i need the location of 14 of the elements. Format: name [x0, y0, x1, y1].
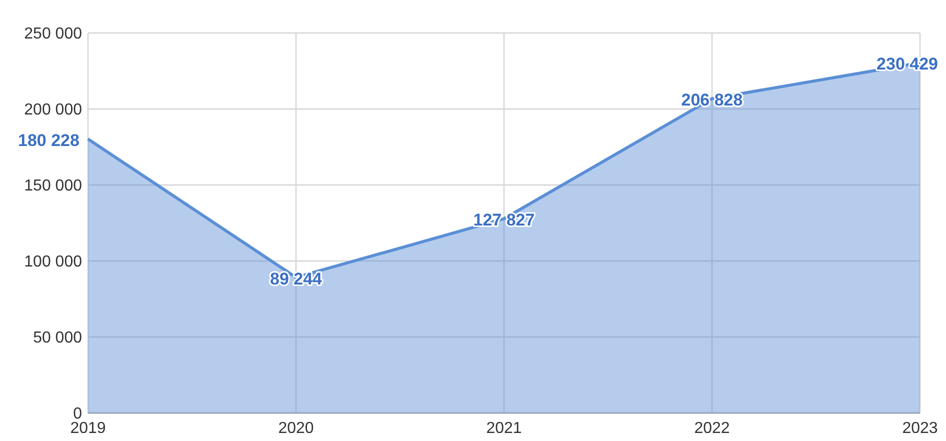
y-tick-label: 100 000	[24, 254, 82, 271]
x-tick-label: 2021	[486, 420, 522, 437]
data-label: 206 828	[681, 90, 743, 110]
y-tick-label: 250 000	[24, 26, 82, 43]
x-tick-label: 2023	[902, 420, 938, 437]
x-tick-label: 2020	[278, 420, 314, 437]
x-tick-label: 2019	[70, 420, 106, 437]
y-tick-label: 0	[73, 406, 82, 423]
y-tick-label: 150 000	[24, 178, 82, 195]
y-tick-label: 200 000	[24, 102, 82, 119]
y-tick-label: 50 000	[33, 330, 82, 347]
data-label: 89 244	[270, 269, 323, 288]
x-tick-label: 2022	[694, 420, 730, 437]
data-label: 180 228	[18, 131, 80, 150]
